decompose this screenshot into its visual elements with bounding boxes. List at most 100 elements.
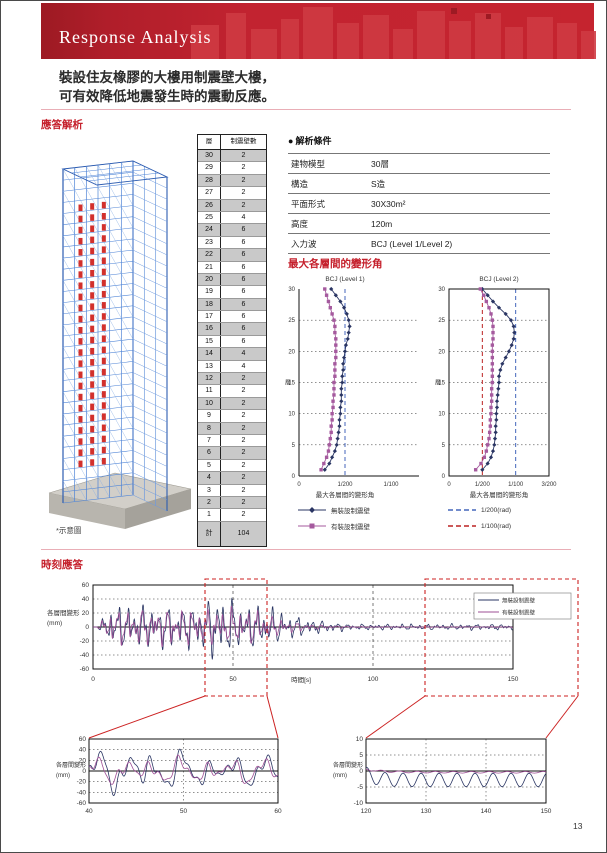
condition-label: 平面形式 [291, 198, 326, 209]
table-row: 13 4 [198, 360, 266, 374]
section-label-time-history: 時刻應答 [41, 559, 83, 571]
svg-text:(mm): (mm) [47, 620, 62, 627]
series-有裝設制震壁 [475, 288, 494, 471]
svg-text:5: 5 [359, 752, 363, 759]
section-label-response-analysis: 應答解析 [41, 119, 83, 131]
svg-text:-10: -10 [354, 800, 364, 807]
table-row: 16 6 [198, 323, 266, 336]
drift-chart-legend: 無裝設制震壁 1/200(rad) 有裝設制震壁 1/100(rad) [297, 502, 577, 534]
svg-text:0: 0 [85, 624, 89, 631]
dashed-icon [448, 509, 476, 511]
svg-text:1/200: 1/200 [475, 482, 491, 488]
svg-text:20: 20 [288, 349, 295, 355]
svg-text:BCJ (Level 2): BCJ (Level 2) [479, 276, 518, 283]
headline-line1: 裝設住友橡膠的大樓用制震壁大樓， [59, 70, 275, 85]
condition-value: 120m [371, 218, 393, 229]
table-row: 14 4 [198, 348, 266, 361]
svg-text:40: 40 [79, 747, 87, 754]
table-row: 25 4 [198, 211, 266, 225]
svg-text:-60: -60 [80, 666, 90, 673]
table-row: 15 6 [198, 335, 266, 349]
skyline-building [557, 23, 577, 59]
zoom-box-2 [424, 578, 579, 697]
svg-text:0: 0 [91, 676, 95, 683]
svg-text:60: 60 [79, 736, 87, 743]
table-row: 12 2 [198, 373, 266, 386]
skyline-building [281, 19, 299, 59]
condition-row: 建物模型 30層 [288, 153, 550, 174]
city-skyline-graphic [191, 7, 596, 59]
svg-text:-60: -60 [77, 800, 87, 807]
legend-item: 1/200(rad) [447, 506, 511, 514]
svg-text:各層間變形: 各層間變形 [333, 761, 363, 769]
svg-text:0: 0 [442, 474, 446, 480]
svg-text:0: 0 [292, 474, 296, 480]
table-row: 層制震壁數 [198, 135, 266, 150]
line-square-icon [298, 523, 326, 529]
condition-value: BCJ (Level 1/Level 2) [371, 238, 453, 249]
svg-text:150: 150 [541, 808, 552, 815]
svg-text:1/200: 1/200 [337, 482, 353, 488]
zoom-connector [545, 695, 579, 739]
skyline-building [527, 17, 553, 59]
drift-chart-level2: BCJ (Level 2) 0 5 10 15 20 25 30 0 1/200 1/100 3/20… [435, 276, 557, 499]
table-row: 20 6 [198, 273, 266, 287]
svg-text:無裝設制震壁: 無裝設制震壁 [502, 597, 536, 605]
legend-item: 1/100(rad) [447, 522, 511, 530]
svg-text:50: 50 [180, 808, 188, 815]
damper-wall-markers [78, 201, 106, 468]
svg-text:40: 40 [82, 596, 90, 603]
condition-row: 平面形式 30X30m² [288, 194, 550, 214]
skyline-building [226, 13, 246, 59]
svg-text:3/200: 3/200 [541, 482, 557, 488]
condition-value: 30X30m² [371, 198, 406, 209]
detail-series-damped [88, 754, 279, 785]
table-row: 10 2 [198, 397, 266, 411]
table-row: 27 2 [198, 187, 266, 200]
table-row: 19 6 [198, 286, 266, 299]
condition-row: 構造 S造 [288, 174, 550, 194]
section-label-max-drift: 最大各層間的變形角 [288, 258, 383, 270]
svg-text:10: 10 [438, 412, 445, 418]
svg-text:最大各層間的變形角: 最大各層間的變形角 [316, 490, 375, 499]
analysis-conditions-table: 建物模型 30層 構造 S造 平面形式 30X30m² 高度 120m 入力波 BCJ (Leve… [288, 153, 550, 254]
svg-text:(mm): (mm) [56, 773, 70, 779]
svg-text:有裝設制震壁: 有裝設制震壁 [502, 609, 536, 617]
svg-text:15: 15 [438, 381, 445, 387]
skyline-building [303, 7, 333, 59]
svg-text:25: 25 [288, 318, 295, 324]
condition-label: 建物模型 [291, 158, 326, 169]
damper-wall-floor-table: 層制震壁數 30 2 29 2 28 2 27 2 26 2 25 4 24 6 23 6 22 6 21 6 20 6 19… [197, 134, 267, 547]
detail-chart-frame [365, 738, 547, 804]
detail-series-undamped [366, 766, 547, 788]
condition-value: 30層 [371, 158, 389, 169]
headline: 裝設住友橡膠的大樓用制震壁大樓， 可有效降低地震發生時的震動反應。 [59, 68, 275, 106]
svg-text:-40: -40 [80, 652, 90, 659]
building-note: *示意圖 [56, 526, 82, 535]
condition-row: 入力波 BCJ (Level 1/Level 2) [288, 234, 550, 254]
svg-text:(mm): (mm) [333, 773, 347, 779]
table-row: 11 2 [198, 385, 266, 398]
svg-text:BCJ (Level 1): BCJ (Level 1) [325, 276, 364, 283]
table-row: 29 2 [198, 162, 266, 175]
skyline-building [417, 11, 445, 59]
divider [41, 109, 571, 110]
table-row: 30 2 [198, 150, 266, 163]
svg-text:層: 層 [435, 380, 441, 387]
skyline-building [337, 23, 359, 59]
svg-text:140: 140 [481, 808, 492, 815]
svg-text:150: 150 [508, 676, 519, 683]
zoom-box-1 [204, 578, 268, 697]
skyline-detail [451, 8, 457, 14]
building-wireframe-illustration [48, 160, 192, 529]
skyline-building [475, 13, 501, 59]
svg-text:15: 15 [288, 381, 295, 387]
svg-text:時間[s]: 時間[s] [291, 676, 311, 684]
